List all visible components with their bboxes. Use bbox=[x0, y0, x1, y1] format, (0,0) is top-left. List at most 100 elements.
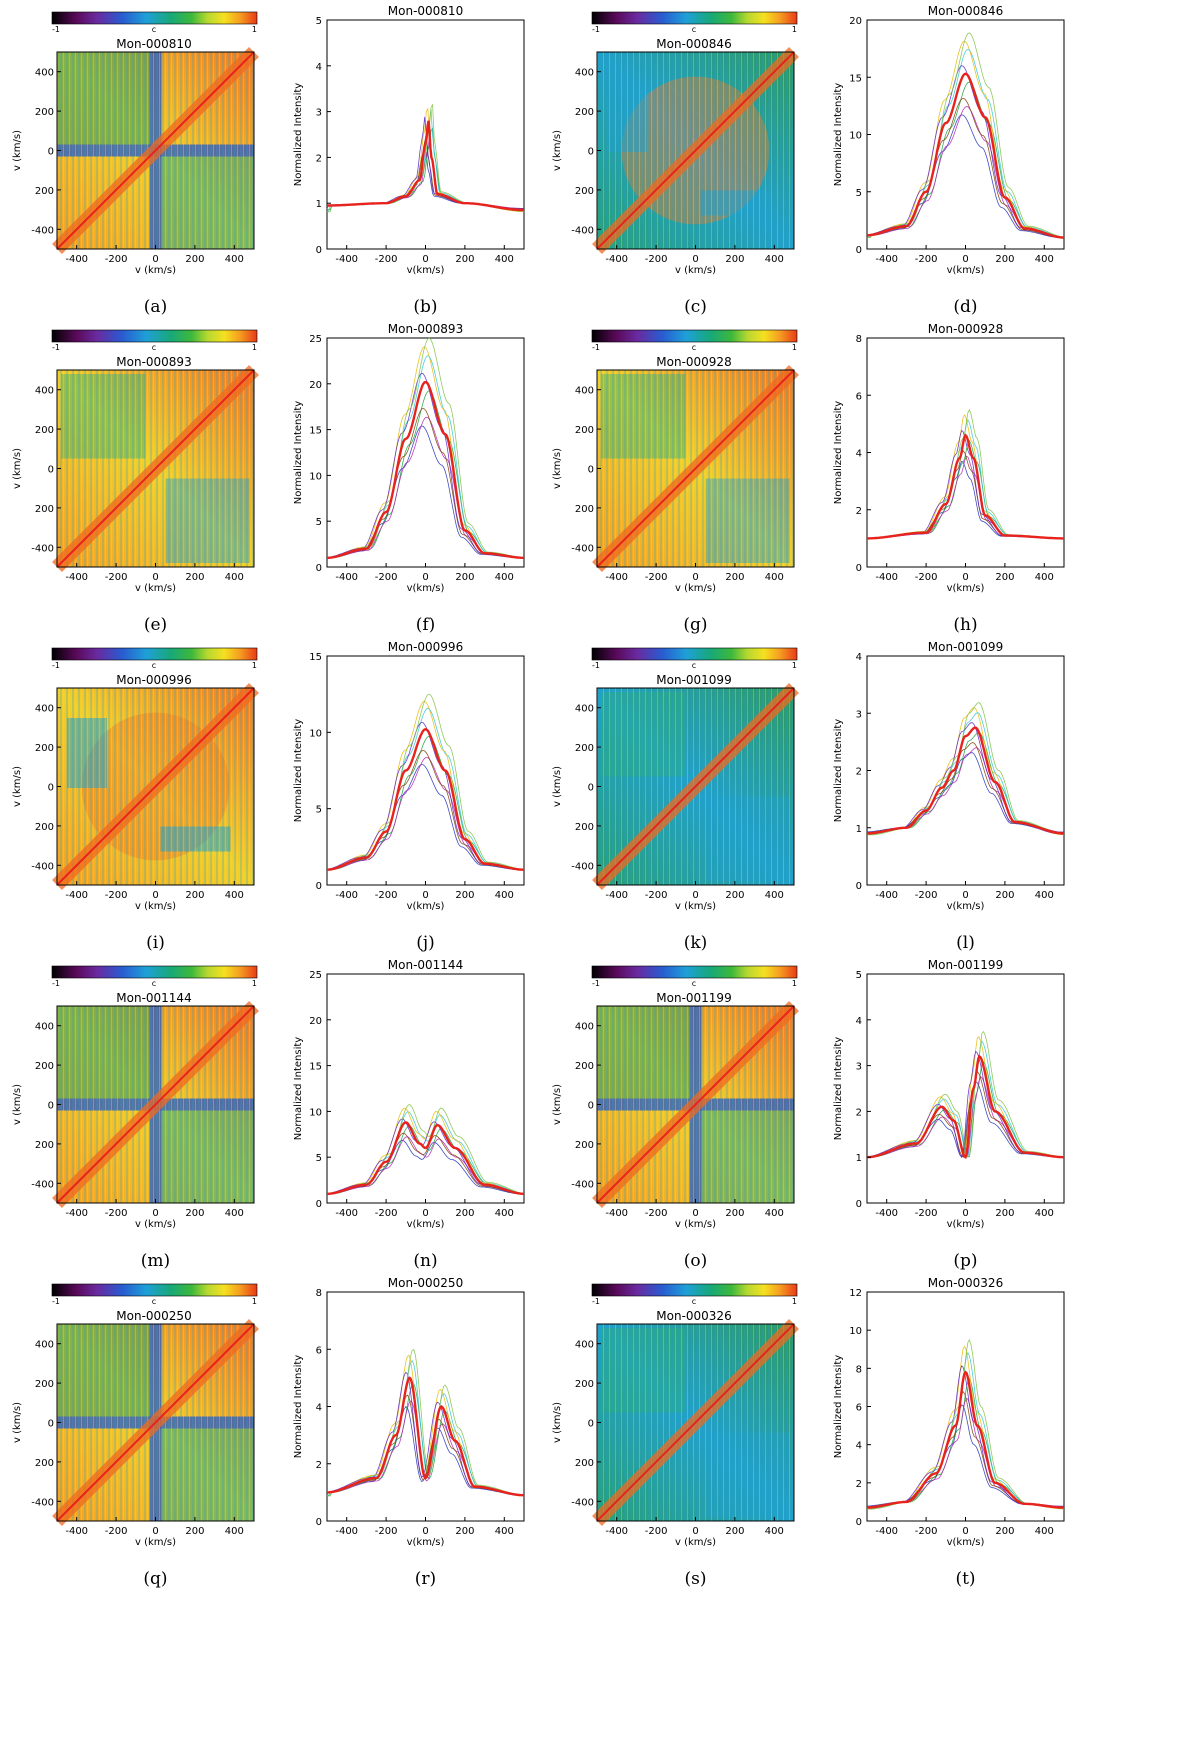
ytick-label-r-3: 6 bbox=[316, 1345, 322, 1356]
ytick-label-t-2: 4 bbox=[856, 1441, 862, 1452]
xtick-label-c-3: 200 bbox=[725, 254, 744, 265]
xtick-label-h-2: 0 bbox=[962, 572, 968, 583]
xtick-label-o-4: 400 bbox=[765, 1208, 784, 1219]
ytick-label-f-0: 0 bbox=[316, 563, 322, 574]
panel-title-t: Mon-000326 bbox=[928, 1276, 1003, 1290]
spectrum-line-t-7 bbox=[866, 1365, 1064, 1509]
ytick-label-j-2: 10 bbox=[309, 728, 322, 739]
spectrum-line-h-6 bbox=[866, 450, 1064, 539]
diag-line-i bbox=[56, 687, 255, 886]
xtick-label-b-0: -400 bbox=[335, 254, 358, 265]
ytick-label-t-1: 2 bbox=[856, 1479, 862, 1490]
panel-b: Mon-000810 0 1 2 3 4 5 Normalized Intensity -400… bbox=[293, 4, 525, 317]
ytick-label-e-4: -400 bbox=[31, 543, 54, 554]
panel-title-f: Mon-000893 bbox=[388, 322, 463, 336]
ytick-label-i-4: -400 bbox=[31, 861, 54, 872]
ytick-label-l-2: 2 bbox=[856, 767, 862, 778]
caption-a: (a) bbox=[144, 297, 167, 317]
caption-f: (f) bbox=[416, 615, 436, 635]
plot-frame-p bbox=[866, 973, 1065, 1204]
ytick-label-m-3: 200 bbox=[35, 1140, 54, 1151]
ytick-label-t-5: 10 bbox=[849, 1326, 862, 1337]
xlabel-p: v(km/s) bbox=[947, 1219, 985, 1230]
xtick-label-f-0: -400 bbox=[335, 572, 358, 583]
ytick-label-k-3: 200 bbox=[575, 822, 594, 833]
ytick-label-h-4: 8 bbox=[856, 334, 862, 345]
xtick-label-o-3: 200 bbox=[725, 1208, 744, 1219]
colorbar-max-k: 1 bbox=[792, 661, 797, 670]
ytick-label-a-1: 200 bbox=[35, 107, 54, 118]
xlabel-m: v (km/s) bbox=[135, 1219, 176, 1230]
spectrum-line-h-8 bbox=[867, 408, 1064, 539]
xtick-label-b-3: 200 bbox=[455, 254, 474, 265]
colorbar-label-s: c bbox=[692, 1297, 696, 1306]
caption-j: (j) bbox=[416, 933, 435, 953]
ytick-label-j-3: 15 bbox=[309, 652, 322, 663]
panel-r: Mon-000250 0 2 4 6 8 Normalized Intensity -400 -… bbox=[293, 1276, 525, 1589]
xtick-label-o-2: 0 bbox=[692, 1208, 698, 1219]
panel-title-n: Mon-001144 bbox=[388, 958, 463, 972]
ytick-label-e-1: 200 bbox=[35, 425, 54, 436]
ytick-label-q-1: 200 bbox=[35, 1379, 54, 1390]
xtick-label-c-0: -400 bbox=[605, 254, 628, 265]
ytick-label-n-4: 20 bbox=[309, 1016, 322, 1027]
xtick-label-d-1: -200 bbox=[915, 254, 938, 265]
caption-h: (h) bbox=[953, 615, 977, 635]
panel-title-p: Mon-001199 bbox=[928, 958, 1003, 972]
xtick-label-g-3: 200 bbox=[725, 572, 744, 583]
panel-d: Mon-000846 0 5 10 15 20 Normalized Intensity -4… bbox=[833, 4, 1065, 317]
ytick-label-m-2: 0 bbox=[48, 1101, 54, 1112]
xtick-label-o-1: -200 bbox=[645, 1208, 668, 1219]
panel-q: -1 1 c Mon-000250 400 200 0 200 -400 v (km/s) -400… bbox=[12, 1283, 259, 1589]
xtick-label-r-1: -200 bbox=[375, 1526, 398, 1537]
panel-m: -1 1 c Mon-001144 400 200 0 200 -400 v (km/s) -400… bbox=[12, 965, 259, 1271]
ytick-label-g-1: 200 bbox=[575, 425, 594, 436]
xlabel-r: v(km/s) bbox=[407, 1537, 445, 1548]
xtick-label-i-4: 400 bbox=[225, 890, 244, 901]
xtick-label-m-2: 0 bbox=[152, 1208, 158, 1219]
xtick-label-a-4: 400 bbox=[225, 254, 244, 265]
colorbar-min-i: -1 bbox=[52, 661, 60, 670]
xtick-label-q-0: -400 bbox=[65, 1526, 88, 1537]
ytick-label-m-1: 200 bbox=[35, 1061, 54, 1072]
xlabel-e: v (km/s) bbox=[135, 583, 176, 594]
colorbar-s bbox=[591, 1283, 798, 1297]
spectrum-line-h-4 bbox=[867, 435, 1064, 539]
panel-t: Mon-000326 0 2 4 6 8 10 12 Normalized Intensity -… bbox=[833, 1276, 1065, 1589]
colorbar-label-c: c bbox=[692, 25, 696, 34]
ytick-label-q-0: 400 bbox=[35, 1340, 54, 1351]
spectrum-line-n-1 bbox=[327, 1125, 525, 1195]
ytick-label-b-2: 2 bbox=[316, 153, 322, 164]
spectrum-line-d-8 bbox=[867, 32, 1065, 238]
panel-title-m: Mon-001144 bbox=[116, 991, 191, 1005]
colorbar-a bbox=[51, 11, 258, 25]
panel-title-o: Mon-001199 bbox=[656, 991, 731, 1005]
diag-line-m bbox=[56, 1005, 255, 1204]
ytick-label-o-3: 200 bbox=[575, 1140, 594, 1151]
spectrum-line-t-8 bbox=[867, 1338, 1065, 1510]
caption-c: (c) bbox=[684, 297, 707, 317]
ytick-label-p-5: 5 bbox=[856, 970, 862, 981]
ytick-label-r-0: 0 bbox=[316, 1517, 322, 1528]
ytick-label-t-4: 8 bbox=[856, 1364, 862, 1375]
panel-title-a: Mon-000810 bbox=[116, 37, 191, 51]
spectrum-line-d-1 bbox=[867, 81, 1065, 238]
xtick-label-s-0: -400 bbox=[605, 1526, 628, 1537]
xtick-label-t-3: 200 bbox=[995, 1526, 1014, 1537]
xtick-label-l-4: 400 bbox=[1035, 890, 1054, 901]
ylabel-l: Normalized Intensity bbox=[833, 719, 844, 822]
ylabel-s: v (km/s) bbox=[552, 1402, 563, 1443]
xtick-label-q-1: -200 bbox=[105, 1526, 128, 1537]
panel-title-j: Mon-000996 bbox=[388, 640, 463, 654]
ytick-label-o-2: 0 bbox=[588, 1101, 594, 1112]
panel-title-s: Mon-000326 bbox=[656, 1309, 731, 1323]
ytick-label-c-2: 0 bbox=[588, 147, 594, 158]
xtick-label-d-2: 0 bbox=[962, 254, 968, 265]
colorbar-max-g: 1 bbox=[792, 343, 797, 352]
xlabel-a: v (km/s) bbox=[135, 265, 176, 276]
xlabel-f: v(km/s) bbox=[407, 583, 445, 594]
caption-o: (o) bbox=[684, 1251, 708, 1271]
xtick-label-k-1: -200 bbox=[645, 890, 668, 901]
panel-o: -1 1 c Mon-001199 400 200 0 200 -400 v (km/s) -400… bbox=[552, 965, 799, 1271]
colorbar-k bbox=[591, 647, 798, 661]
